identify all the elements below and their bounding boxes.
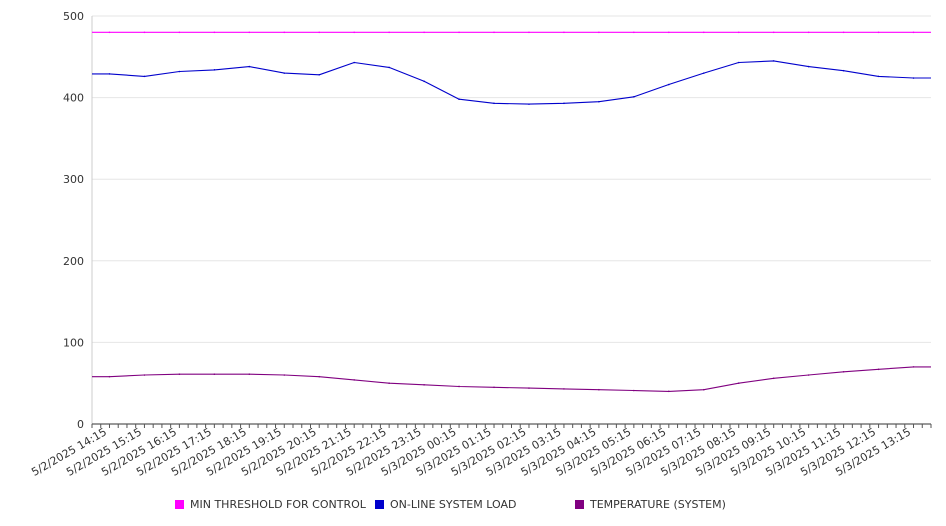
- data-point-on-line-system-load: [737, 61, 740, 64]
- data-point-on-line-system-load: [178, 70, 181, 73]
- data-point-min-threshold-for-control: [388, 31, 390, 34]
- data-point-min-threshold-for-control: [772, 31, 775, 34]
- data-point-on-line-system-load: [702, 72, 705, 74]
- data-point-min-threshold-for-control: [737, 31, 740, 34]
- data-point-temperature-system: [213, 373, 216, 376]
- data-point-on-line-system-load: [108, 73, 111, 75]
- data-point-on-line-system-load: [668, 83, 670, 86]
- data-point-min-threshold-for-control: [423, 31, 425, 34]
- legend-item-temperature: TEMPERATURE (SYSTEM): [575, 498, 726, 511]
- legend-swatch-system-load: [375, 500, 384, 509]
- data-point-min-threshold-for-control: [702, 31, 705, 34]
- data-point-min-threshold-for-control: [283, 31, 286, 34]
- data-point-temperature-system: [563, 388, 565, 390]
- data-point-min-threshold-for-control: [108, 31, 111, 34]
- data-point-temperature-system: [458, 385, 460, 388]
- data-point-on-line-system-load: [213, 69, 216, 71]
- data-point-on-line-system-load: [423, 80, 425, 83]
- legend-label-min-threshold: MIN THRESHOLD FOR CONTROL: [190, 498, 366, 511]
- legend-swatch-min-threshold: [175, 500, 184, 509]
- y-tick-label-200: 200: [63, 255, 84, 268]
- legend-item-min-threshold: MIN THRESHOLD FOR CONTROL: [175, 498, 366, 511]
- data-point-temperature-system: [633, 389, 635, 392]
- legend-item-system-load: ON-LINE SYSTEM LOAD: [375, 498, 516, 511]
- data-point-temperature-system: [493, 386, 495, 389]
- data-point-temperature-system: [353, 379, 355, 381]
- data-point-on-line-system-load: [318, 73, 321, 76]
- data-point-temperature-system: [248, 373, 251, 376]
- data-point-temperature-system: [143, 374, 146, 376]
- data-point-on-line-system-load: [283, 72, 286, 74]
- y-tick-label-100: 100: [63, 336, 84, 349]
- data-point-min-threshold-for-control: [668, 31, 670, 34]
- data-point-on-line-system-load: [458, 98, 460, 101]
- series-line-on-line-system-load: [92, 60, 931, 105]
- data-point-temperature-system: [423, 384, 425, 386]
- y-tick-label-500: 500: [63, 10, 84, 23]
- y-tick-label-300: 300: [63, 173, 84, 186]
- data-point-on-line-system-load: [807, 65, 810, 68]
- data-point-min-threshold-for-control: [912, 31, 915, 34]
- data-point-min-threshold-for-control: [493, 31, 495, 34]
- data-point-on-line-system-load: [598, 100, 600, 103]
- data-point-on-line-system-load: [563, 102, 565, 105]
- data-point-on-line-system-load: [633, 95, 635, 98]
- legend: MIN THRESHOLD FOR CONTROL ON-LINE SYSTEM…: [0, 498, 946, 514]
- data-point-on-line-system-load: [842, 69, 845, 72]
- y-tick-label-400: 400: [63, 92, 84, 105]
- data-point-temperature-system: [388, 382, 390, 385]
- data-point-on-line-system-load: [353, 61, 355, 64]
- data-point-temperature-system: [108, 375, 111, 378]
- data-point-min-threshold-for-control: [213, 31, 216, 34]
- data-point-on-line-system-load: [143, 75, 146, 78]
- data-point-on-line-system-load: [493, 102, 495, 105]
- data-point-temperature-system: [178, 373, 181, 376]
- data-point-on-line-system-load: [388, 66, 390, 69]
- data-point-min-threshold-for-control: [877, 31, 880, 34]
- data-point-temperature-system: [528, 387, 530, 389]
- data-point-temperature-system: [842, 370, 845, 373]
- legend-label-temperature: TEMPERATURE (SYSTEM): [590, 498, 726, 511]
- data-point-temperature-system: [668, 390, 670, 393]
- data-point-min-threshold-for-control: [563, 31, 565, 34]
- data-point-on-line-system-load: [772, 60, 775, 62]
- data-point-min-threshold-for-control: [842, 31, 845, 34]
- data-point-temperature-system: [912, 366, 915, 368]
- data-point-min-threshold-for-control: [143, 31, 146, 34]
- data-point-on-line-system-load: [912, 77, 915, 79]
- data-point-temperature-system: [877, 368, 880, 371]
- data-point-min-threshold-for-control: [528, 31, 530, 34]
- data-point-on-line-system-load: [528, 103, 530, 105]
- series-line-temperature-system: [92, 366, 931, 392]
- data-point-min-threshold-for-control: [633, 31, 635, 34]
- data-point-temperature-system: [807, 374, 810, 376]
- data-point-on-line-system-load: [877, 75, 880, 78]
- y-tick-label-0: 0: [77, 418, 84, 431]
- data-point-temperature-system: [598, 388, 600, 391]
- legend-swatch-temperature: [575, 500, 584, 509]
- data-point-temperature-system: [702, 388, 705, 391]
- data-point-min-threshold-for-control: [248, 31, 251, 34]
- data-point-on-line-system-load: [248, 65, 251, 68]
- data-point-min-threshold-for-control: [318, 31, 321, 34]
- data-point-temperature-system: [772, 377, 775, 380]
- data-point-min-threshold-for-control: [458, 31, 460, 34]
- data-point-temperature-system: [283, 374, 286, 376]
- data-point-min-threshold-for-control: [598, 31, 600, 34]
- data-point-min-threshold-for-control: [353, 31, 355, 34]
- data-point-min-threshold-for-control: [178, 31, 181, 34]
- data-point-temperature-system: [737, 382, 740, 385]
- data-point-temperature-system: [318, 375, 321, 378]
- legend-label-system-load: ON-LINE SYSTEM LOAD: [390, 498, 517, 511]
- data-point-min-threshold-for-control: [807, 31, 810, 34]
